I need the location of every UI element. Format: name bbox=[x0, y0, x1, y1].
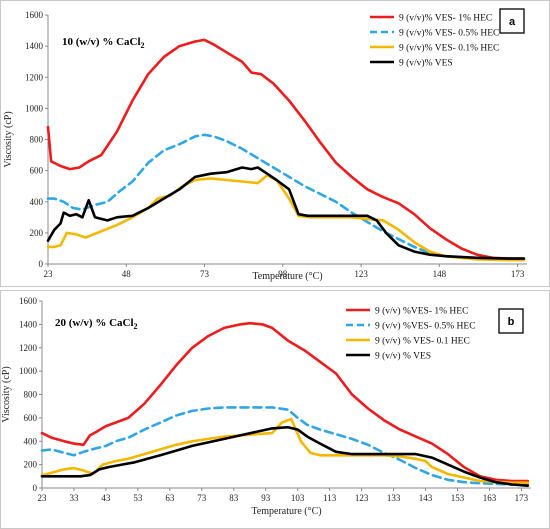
y-tick-label: 1600 bbox=[19, 296, 38, 306]
y-tick-label: 200 bbox=[30, 228, 44, 238]
legend-label: 9 (v/v) %VES- 0.5% HEC bbox=[375, 321, 476, 332]
chart-frame bbox=[0, 0, 550, 287]
y-tick-label: 0 bbox=[33, 483, 38, 493]
series-line-1 bbox=[46, 38, 526, 260]
legend-label: 9 (v/v)% VES bbox=[399, 58, 453, 69]
y-tick-label: 1600 bbox=[25, 10, 44, 20]
series-line-4 bbox=[46, 166, 526, 260]
series-line-4 bbox=[40, 425, 530, 487]
x-tick-label: 153 bbox=[451, 493, 465, 503]
legend-label: 9 (v/v)% VES- 0.5% HEC bbox=[399, 28, 499, 39]
y-tick-label: 1400 bbox=[19, 319, 38, 329]
y-tick-label: 1000 bbox=[25, 103, 44, 113]
x-tick-label: 123 bbox=[354, 269, 368, 279]
y-tick-label: 200 bbox=[24, 460, 38, 470]
legend: 9 (v/v) %VES- 1% HEC 9 (v/v) %VES- 0.5% H… bbox=[346, 306, 476, 362]
x-tick-label: 43 bbox=[101, 493, 111, 503]
x-tick-label: 73 bbox=[197, 493, 207, 503]
series-line-2 bbox=[46, 133, 526, 261]
y-tick-label: 800 bbox=[24, 390, 38, 400]
x-tick-label: 33 bbox=[69, 493, 79, 503]
x-tick-label: 23 bbox=[44, 269, 54, 279]
x-tick-label: 63 bbox=[165, 493, 175, 503]
legend-label: 9 (v/v)% VES- 0.1% HEC bbox=[399, 43, 499, 54]
x-tick-label: 148 bbox=[433, 269, 447, 279]
x-axis-title: Temperature (°C) bbox=[251, 506, 321, 517]
viscosity-chart-a: 0 200 400 600 800 1000 1200 1400 1600 23 48 73 98 123… bbox=[0, 0, 550, 287]
y-tick-label: 800 bbox=[30, 135, 44, 145]
x-tick-label: 53 bbox=[133, 493, 143, 503]
x-tick-label: 113 bbox=[323, 493, 337, 503]
legend-label: 9 (v/v) % VES- 0.1 HEC bbox=[375, 336, 470, 347]
y-tick-label: 1200 bbox=[19, 343, 38, 353]
x-tick-label: 103 bbox=[291, 493, 305, 503]
y-tick-label: 1400 bbox=[25, 41, 44, 51]
x-tick-label: 123 bbox=[355, 493, 369, 503]
y-axis-title: Viscosity (cP) bbox=[3, 111, 14, 167]
x-tick-label: 23 bbox=[38, 493, 48, 503]
y-axis-title: Viscosity (cP) bbox=[1, 366, 12, 422]
y-tick-label: 0 bbox=[39, 259, 44, 269]
legend-label: 9 (v/v)% VES- 1% HEC bbox=[399, 13, 492, 24]
condition-label: 20 (w/v) % CaCl2 bbox=[55, 317, 138, 331]
panel-badge-label: b bbox=[508, 316, 515, 328]
x-tick-label: 83 bbox=[229, 493, 239, 503]
series-line-3 bbox=[40, 417, 530, 484]
x-tick-label: 98 bbox=[278, 269, 288, 279]
legend-label: 9 (v/v) %VES- 1% HEC bbox=[375, 306, 468, 317]
chart-panel-b: 0 200 400 600 800 1000 1200 1400 1600 23 33 43 53 63 7… bbox=[0, 290, 550, 529]
y-tick-label: 600 bbox=[30, 166, 44, 176]
x-tick-label: 93 bbox=[261, 493, 271, 503]
x-tick-label: 163 bbox=[483, 493, 497, 503]
y-tick-label: 400 bbox=[30, 197, 44, 207]
x-tick-label: 143 bbox=[419, 493, 433, 503]
chart-panel-a: 0 200 400 600 800 1000 1200 1400 1600 23 48 73 98 123… bbox=[0, 0, 550, 287]
x-tick-label: 133 bbox=[387, 493, 401, 503]
x-tick-label: 173 bbox=[515, 493, 529, 503]
x-tick-label: 173 bbox=[511, 269, 525, 279]
x-tick-label: 48 bbox=[122, 269, 132, 279]
viscosity-chart-b: 0 200 400 600 800 1000 1200 1400 1600 23 33 43 53 63 7… bbox=[0, 290, 550, 529]
y-tick-label: 1200 bbox=[25, 72, 44, 82]
series-line-1 bbox=[40, 321, 530, 483]
x-tick-label: 73 bbox=[200, 269, 210, 279]
panel-badge bbox=[498, 308, 524, 334]
y-tick-label: 1000 bbox=[19, 366, 38, 376]
panel-badge-label: a bbox=[509, 16, 516, 28]
x-axis-title: Temperature (°C) bbox=[252, 271, 322, 282]
y-tick-label: 400 bbox=[24, 436, 38, 446]
series-line-3 bbox=[46, 174, 526, 262]
condition-label: 10 (w/v) % CaCl2 bbox=[62, 36, 145, 50]
panel-badge bbox=[499, 8, 525, 34]
legend-label: 9 (v/v) % VES bbox=[375, 351, 431, 362]
series-line-2 bbox=[40, 406, 530, 486]
legend: 9 (v/v)% VES- 1% HEC 9 (v/v)% VES- 0.5% H… bbox=[370, 13, 499, 69]
y-tick-label: 600 bbox=[24, 413, 38, 423]
